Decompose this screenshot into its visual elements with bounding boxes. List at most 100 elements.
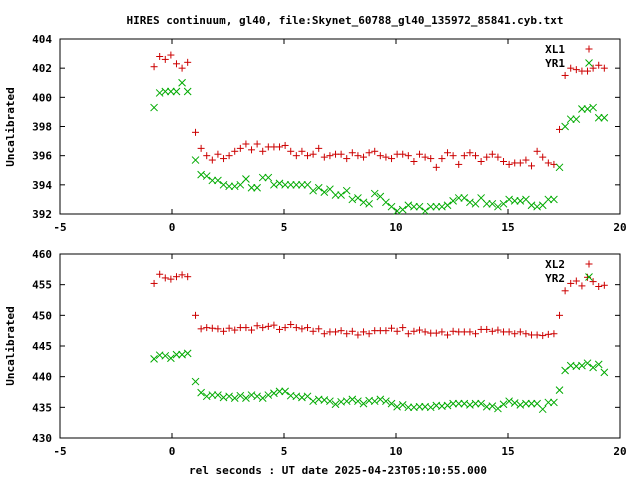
legend-marker-xl2 [585,260,593,268]
data-point [494,153,502,161]
data-point [393,327,401,335]
data-point [281,180,289,189]
data-point [150,63,158,71]
data-point [315,144,323,152]
data-point [309,397,317,406]
data-point [150,355,158,363]
data-point [150,279,158,287]
data-point [370,397,379,406]
data-point [309,150,317,158]
data-point [178,271,186,279]
x-tick-label: 0 [169,445,176,458]
data-point [161,351,170,360]
data-point [511,330,519,338]
data-point [286,180,295,189]
data-point [544,330,552,338]
y-tick-label: 445 [32,340,52,353]
data-point [600,113,609,122]
data-point [488,402,497,410]
data-point [314,183,323,192]
legend-marker-yr2 [585,273,593,281]
x-tick-label: 20 [613,221,626,234]
data-point [326,397,334,406]
data-point [404,152,412,160]
x-axis-label: rel seconds : UT date 2025-04-23T05:10:5… [189,464,487,477]
y-tick-label: 435 [32,401,52,414]
data-point [404,403,413,412]
data-point [550,330,558,338]
data-point [304,152,312,160]
data-point [556,311,564,319]
data-point [426,403,435,412]
data-point [270,321,278,329]
top-chart-frame [59,38,621,215]
data-point [561,287,569,295]
top-chart-ylabel: Uncalibrated [4,87,17,166]
data-point [365,330,373,338]
data-point [454,399,463,408]
data-point [292,152,300,160]
data-point [167,354,175,363]
y-tick-label: 394 [32,179,52,192]
data-point [449,399,457,408]
data-point [488,150,496,158]
data-point [387,202,396,211]
top-chart-panel: Uncalibrated XL1 YR1 -5 0 5 10 15 20 392 394 396… [4,33,627,234]
data-point [477,399,485,408]
data-point [220,327,228,335]
chart-title: HIRES continuum, gl40, file:Skynet_60788… [126,14,563,27]
data-point [298,147,306,155]
data-point [161,274,169,282]
data-point [539,153,547,161]
data-point [172,60,180,68]
data-point [161,55,169,63]
data-point [259,324,267,332]
data-point [320,188,329,196]
data-point [184,273,192,281]
x-tick-label: 15 [501,221,514,234]
data-point [555,163,564,172]
data-point [494,404,502,413]
data-point [550,195,558,204]
data-point [225,324,233,332]
data-point [567,279,575,287]
data-point [219,180,228,189]
data-point [427,155,435,163]
data-point [208,391,217,399]
legend-label-yr1: YR1 [545,57,565,70]
series-yr2 [150,349,609,414]
data-point [567,64,575,72]
data-point [438,155,446,163]
data-point [499,199,508,208]
data-point [415,402,424,411]
data-point [191,156,200,164]
data-point [253,140,261,148]
data-point [482,199,491,208]
data-point [264,391,273,399]
data-point [488,327,496,335]
data-point [242,394,250,402]
data-point [533,147,541,155]
data-point [404,201,413,210]
data-point [332,328,340,336]
y-tick-label: 450 [32,309,52,322]
x-tick-label: 0 [169,221,176,234]
data-point [248,326,256,334]
data-point [150,103,158,112]
data-point [203,152,211,160]
data-point [399,150,407,158]
data-point [555,386,564,395]
data-point [455,160,463,168]
data-point [281,387,289,396]
data-point [600,368,609,377]
data-point [236,144,244,152]
data-point [421,328,429,336]
data-point [516,159,524,167]
data-point [253,392,261,401]
data-point [264,322,272,330]
data-point [589,103,597,112]
legend-label-xl2: XL2 [545,258,565,271]
data-point [388,155,396,163]
data-point [449,197,457,205]
y-tick-label: 430 [32,432,52,445]
